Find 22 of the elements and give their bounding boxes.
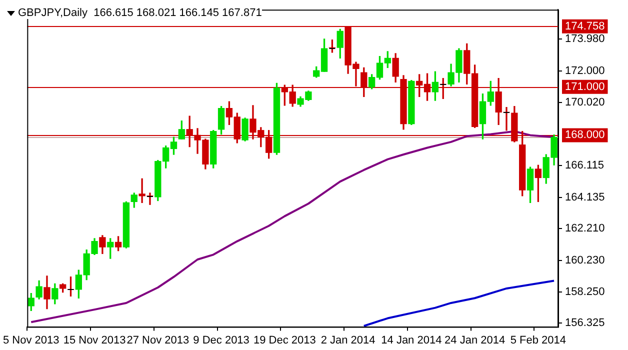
x-tick-label: 19 Dec 2013: [253, 334, 316, 346]
ref-line-label: 174.758: [565, 20, 605, 32]
chart-title: GBPJPY,Daily 166.615 168.021 166.145 167.871: [18, 7, 262, 19]
y-tick-label: 172.000: [565, 64, 605, 77]
y-tick-label: 173.980: [565, 32, 605, 45]
x-tick-label: 2 Jan 2014: [320, 334, 376, 346]
x-tick-label: 5 Feb 2014: [510, 334, 566, 346]
y-tick-label: 170.020: [565, 96, 605, 109]
x-tick-label: 14 Jan 2014: [381, 334, 442, 346]
x-tick-label: 15 Nov 2013: [63, 334, 126, 346]
ref-line-label: 171.000: [565, 80, 605, 93]
ref-line-label: 168.000: [565, 129, 605, 142]
y-tick-label: 158.250: [565, 286, 605, 298]
y-tick-label: 162.210: [565, 222, 605, 234]
x-tick-label: 24 Jan 2014: [444, 334, 506, 346]
x-tick-label: 9 Dec 2013: [193, 334, 250, 346]
x-tick-label: 5 Nov 2013: [3, 334, 60, 346]
y-tick-label: 164.135: [565, 191, 605, 204]
x-tick-label: 27 Nov 2013: [126, 334, 190, 346]
y-tick-label: 166.115: [565, 160, 604, 172]
y-tick-label: 160.230: [565, 254, 605, 266]
y-tick-label: 156.325: [565, 317, 605, 330]
